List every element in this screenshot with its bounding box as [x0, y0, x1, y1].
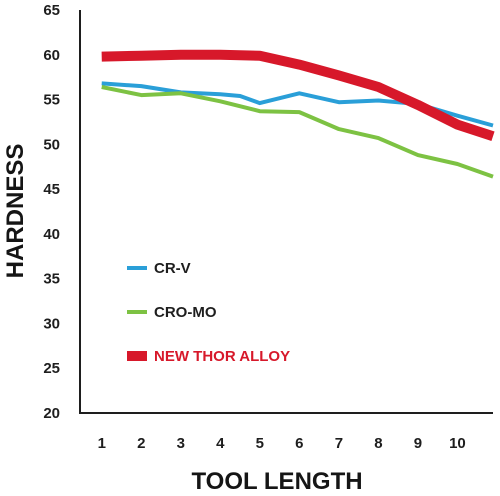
- x-tick-label: 6: [295, 435, 303, 452]
- y-tick-labels: 20 25 30 35 40 45 50 55 60 65: [43, 2, 60, 422]
- legend-label-cro-mo: CRO-MO: [154, 304, 217, 321]
- y-tick-label: 40: [43, 226, 60, 243]
- y-tick-label: 45: [43, 181, 60, 198]
- x-tick-label: 5: [256, 435, 264, 452]
- x-tick-label: 7: [335, 435, 343, 452]
- x-tick-label: 3: [177, 435, 185, 452]
- y-tick-label: 60: [43, 47, 60, 64]
- x-tick-label: 8: [374, 435, 382, 452]
- y-axis-title: HARDNESS: [2, 144, 29, 279]
- x-tick-label: 4: [216, 435, 225, 452]
- series-line-cro-mo: [101, 85, 494, 179]
- x-tick-label: 2: [137, 435, 145, 452]
- x-tick-label: 10: [449, 435, 466, 452]
- x-tick-label: 9: [414, 435, 422, 452]
- y-tick-label: 35: [43, 271, 60, 288]
- y-tick-label: 65: [43, 2, 60, 19]
- y-tick-label: 50: [43, 136, 60, 153]
- x-tick-labels: 1 2 3 4 5 6 7 8 9 10: [98, 435, 466, 452]
- series-lines: [101, 49, 495, 179]
- legend-label-cr-v: CR-V: [154, 260, 191, 277]
- y-tick-label: 20: [43, 405, 60, 422]
- series-line-new-thor-alloy: [101, 49, 495, 142]
- legend: CR-V CRO-MO NEW THOR ALLOY: [127, 260, 290, 365]
- y-tick-label: 30: [43, 315, 60, 332]
- x-axis-title: TOOL LENGTH: [191, 468, 362, 495]
- axes: [79, 10, 493, 414]
- y-tick-label: 25: [43, 360, 60, 377]
- x-tick-label: 1: [98, 435, 106, 452]
- series-line-cr-v: [101, 81, 494, 128]
- legend-label-new-thor-alloy: NEW THOR ALLOY: [154, 348, 290, 365]
- y-tick-label: 55: [43, 92, 60, 109]
